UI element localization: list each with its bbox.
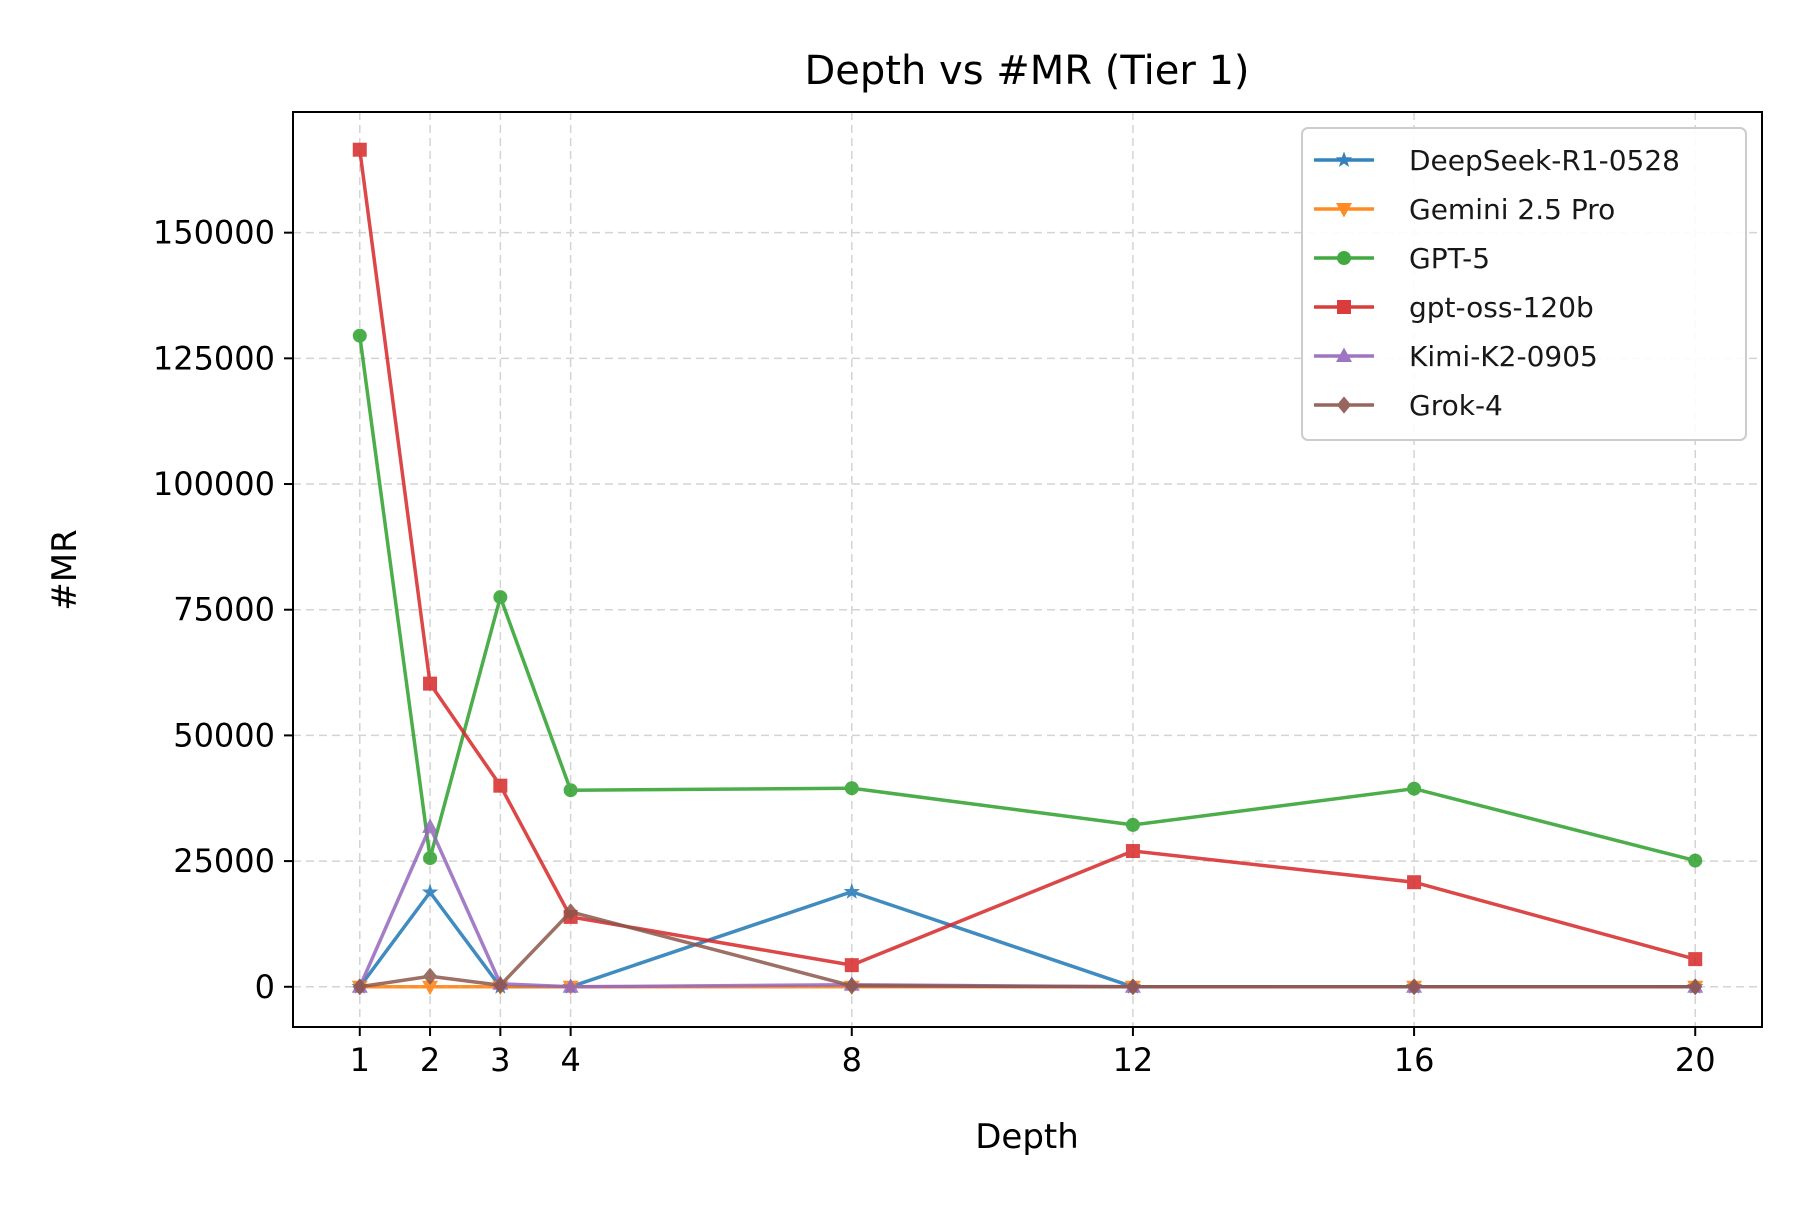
y-tick-label: 125000	[153, 339, 275, 377]
x-tick-label: 4	[560, 1041, 580, 1079]
data-point	[352, 142, 367, 157]
y-tick-label: 75000	[173, 591, 275, 629]
legend-item: Kimi-K2-0905	[1314, 340, 1598, 373]
y-tick-label: 0	[255, 968, 275, 1006]
legend-marker	[1337, 300, 1351, 314]
data-point	[563, 903, 578, 921]
x-tick-label: 3	[490, 1041, 510, 1079]
x-tick-label: 16	[1394, 1041, 1435, 1079]
data-point	[352, 328, 367, 343]
legend-label: DeepSeek-R1-0528	[1409, 144, 1680, 177]
data-point	[843, 883, 860, 899]
data-point	[844, 781, 859, 796]
data-point	[1125, 978, 1141, 996]
x-tick-label: 20	[1675, 1041, 1716, 1079]
legend-marker	[1335, 151, 1353, 167]
series-gpt-oss-120b	[352, 142, 1703, 973]
legend-item: DeepSeek-R1-0528	[1314, 144, 1680, 177]
data-point	[1125, 817, 1140, 832]
series-line	[358, 825, 1696, 989]
x-tick-label: 12	[1113, 1041, 1154, 1079]
data-point	[562, 978, 579, 993]
y-tick-label: 100000	[153, 465, 275, 503]
data-point	[422, 818, 439, 833]
series-line	[358, 335, 1696, 863]
legend-item: GPT-5	[1314, 242, 1490, 275]
data-point	[1688, 853, 1703, 868]
legend-item: Grok-4	[1314, 389, 1503, 422]
x-tick-label: 1	[350, 1041, 370, 1079]
legend-label: Grok-4	[1409, 389, 1503, 422]
series-layer	[351, 142, 1704, 996]
ticks: 1 2 3 4 8 12 16 2002500050000750001000001250001…	[153, 214, 1716, 1079]
series-grok-4	[352, 903, 1703, 996]
legend-marker	[1337, 251, 1351, 265]
series-gpt-5	[352, 328, 1703, 868]
data-point	[421, 883, 439, 900]
chart-title: Depth vs #MR (Tier 1)	[804, 48, 1249, 94]
data-point	[493, 976, 508, 994]
data-point	[423, 851, 438, 866]
series-line	[359, 910, 1696, 989]
data-point	[493, 590, 508, 605]
y-tick-label: 150000	[153, 214, 275, 252]
x-tick-label: 8	[842, 1041, 862, 1079]
data-point	[493, 778, 508, 793]
data-point	[1406, 978, 1422, 996]
data-point	[1125, 844, 1140, 859]
x-axis-label: Depth	[975, 1117, 1079, 1157]
x-tick-label: 2	[420, 1041, 440, 1079]
data-point	[563, 783, 578, 798]
legend-label: Kimi-K2-0905	[1409, 340, 1598, 373]
plot-frame	[292, 111, 1763, 1028]
legend-item: gpt-oss-120b	[1314, 291, 1594, 324]
legend: DeepSeek-R1-0528 Gemini 2.5 Pro GPT-5 gpt-o…	[1301, 127, 1747, 441]
data-point	[422, 967, 438, 985]
legend-marker	[1336, 202, 1352, 218]
data-point	[844, 977, 859, 995]
data-point	[1688, 978, 1703, 996]
legend-label: gpt-oss-120b	[1409, 291, 1594, 324]
legend-marker	[1336, 396, 1352, 414]
y-tick-label: 25000	[173, 842, 275, 880]
legend-label: GPT-5	[1409, 242, 1490, 275]
legend-label: Gemini 2.5 Pro	[1409, 193, 1615, 226]
data-point	[352, 978, 367, 996]
data-point	[844, 958, 859, 973]
y-tick-label: 50000	[173, 716, 275, 754]
data-point	[1407, 781, 1422, 796]
data-point	[423, 676, 438, 691]
data-point	[1407, 875, 1422, 890]
data-point	[1688, 952, 1703, 967]
legend-box	[1301, 127, 1747, 441]
series-deepseek-r1-0528	[351, 883, 1704, 994]
legend-marker	[1336, 347, 1352, 363]
y-axis-label: #MR	[45, 529, 85, 610]
series-line	[358, 149, 1696, 967]
legend-item: Gemini 2.5 Pro	[1314, 193, 1615, 226]
